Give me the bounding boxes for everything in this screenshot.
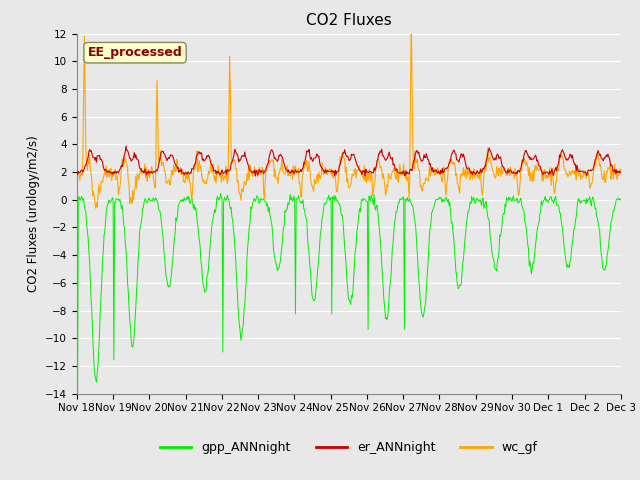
Y-axis label: CO2 Fluxes (urology/m2/s): CO2 Fluxes (urology/m2/s) [26,135,40,292]
Text: EE_processed: EE_processed [88,46,182,59]
Title: CO2 Fluxes: CO2 Fluxes [306,13,392,28]
Legend: gpp_ANNnight, er_ANNnight, wc_gf: gpp_ANNnight, er_ANNnight, wc_gf [155,436,543,459]
